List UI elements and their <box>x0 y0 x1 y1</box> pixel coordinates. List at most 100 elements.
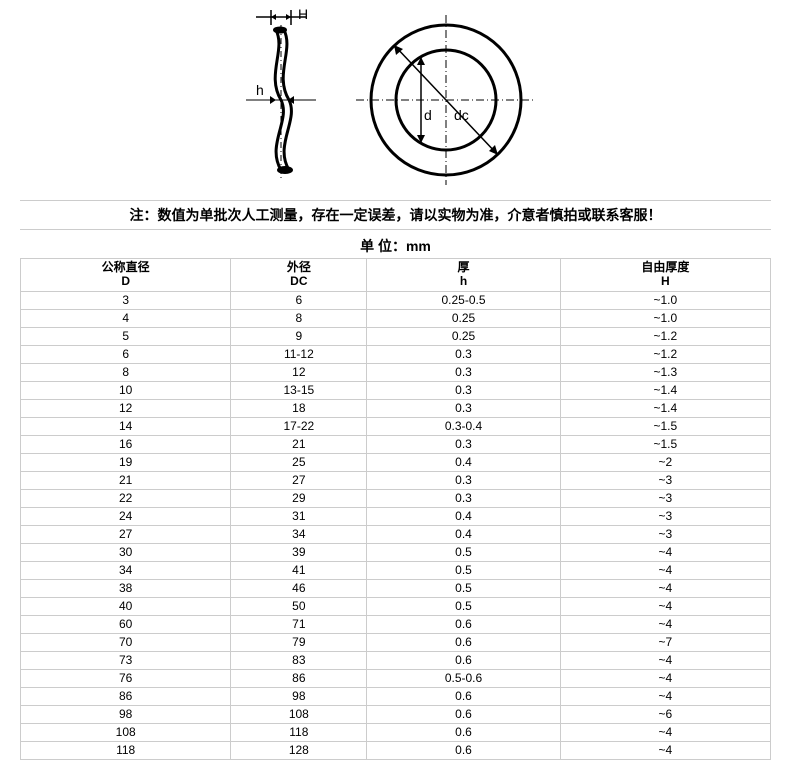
cell-D: 40 <box>21 597 231 615</box>
cell-D: 98 <box>21 705 231 723</box>
cell-DC: 83 <box>231 651 367 669</box>
cell-DC: 39 <box>231 543 367 561</box>
cell-D: 60 <box>21 615 231 633</box>
cell-h: 0.25 <box>367 327 560 345</box>
table-row: 16210.3~1.5 <box>21 435 771 453</box>
table-row: 21270.3~3 <box>21 471 771 489</box>
cell-D: 27 <box>21 525 231 543</box>
cell-D: 6 <box>21 345 231 363</box>
cell-h: 0.5 <box>367 561 560 579</box>
table-row: 38460.5~4 <box>21 579 771 597</box>
cell-H: ~1.4 <box>560 399 770 417</box>
cell-H: ~1.2 <box>560 327 770 345</box>
table-row: 590.25~1.2 <box>21 327 771 345</box>
table-row: 34410.5~4 <box>21 561 771 579</box>
cell-H: ~2 <box>560 453 770 471</box>
table-row: 27340.4~3 <box>21 525 771 543</box>
cell-D: 30 <box>21 543 231 561</box>
cell-H: ~7 <box>560 633 770 651</box>
table-body: 360.25-0.5~1.0480.25~1.0590.25~1.2611-12… <box>21 291 771 759</box>
table-row: 24310.4~3 <box>21 507 771 525</box>
cell-D: 3 <box>21 291 231 309</box>
cell-D: 34 <box>21 561 231 579</box>
cell-h: 0.6 <box>367 651 560 669</box>
cell-H: ~3 <box>560 507 770 525</box>
cell-h: 0.4 <box>367 507 560 525</box>
cell-DC: 17-22 <box>231 417 367 435</box>
cell-h: 0.4 <box>367 525 560 543</box>
cell-H: ~4 <box>560 597 770 615</box>
cell-D: 24 <box>21 507 231 525</box>
cell-H: ~1.0 <box>560 309 770 327</box>
cell-H: ~4 <box>560 543 770 561</box>
cell-h: 0.3 <box>367 363 560 381</box>
cell-h: 0.3 <box>367 399 560 417</box>
cell-H: ~1.5 <box>560 417 770 435</box>
cell-h: 0.3 <box>367 345 560 363</box>
col-header-h: 厚 h <box>367 259 560 292</box>
col-header-D: 公称直径 D <box>21 259 231 292</box>
cell-D: 14 <box>21 417 231 435</box>
cell-DC: 41 <box>231 561 367 579</box>
cell-DC: 79 <box>231 633 367 651</box>
table-row: 8120.3~1.3 <box>21 363 771 381</box>
cell-H: ~1.2 <box>560 345 770 363</box>
cell-D: 16 <box>21 435 231 453</box>
cell-DC: 9 <box>231 327 367 345</box>
table-row: 60710.6~4 <box>21 615 771 633</box>
cell-DC: 21 <box>231 435 367 453</box>
cell-h: 0.25-0.5 <box>367 291 560 309</box>
table-row: 30390.5~4 <box>21 543 771 561</box>
table-row: 86980.6~4 <box>21 687 771 705</box>
cell-D: 38 <box>21 579 231 597</box>
cell-D: 8 <box>21 363 231 381</box>
label-dc: dc <box>454 107 469 123</box>
cell-DC: 128 <box>231 741 367 759</box>
cell-DC: 108 <box>231 705 367 723</box>
cell-DC: 13-15 <box>231 381 367 399</box>
cell-DC: 12 <box>231 363 367 381</box>
cell-H: ~3 <box>560 489 770 507</box>
diagram-area: H h d <box>0 0 791 200</box>
cell-h: 0.5 <box>367 579 560 597</box>
cell-DC: 18 <box>231 399 367 417</box>
cell-h: 0.5 <box>367 597 560 615</box>
cell-h: 0.6 <box>367 615 560 633</box>
cell-DC: 27 <box>231 471 367 489</box>
cell-D: 108 <box>21 723 231 741</box>
cell-h: 0.25 <box>367 309 560 327</box>
cell-D: 86 <box>21 687 231 705</box>
cell-D: 5 <box>21 327 231 345</box>
cell-H: ~1.4 <box>560 381 770 399</box>
cell-D: 12 <box>21 399 231 417</box>
cell-h: 0.6 <box>367 633 560 651</box>
table-row: 22290.3~3 <box>21 489 771 507</box>
cell-DC: 86 <box>231 669 367 687</box>
cell-D: 10 <box>21 381 231 399</box>
cell-H: ~1.0 <box>560 291 770 309</box>
cell-H: ~4 <box>560 615 770 633</box>
cell-H: ~4 <box>560 651 770 669</box>
cell-D: 4 <box>21 309 231 327</box>
cell-D: 118 <box>21 741 231 759</box>
cell-D: 21 <box>21 471 231 489</box>
cell-h: 0.6 <box>367 741 560 759</box>
label-d: d <box>424 107 432 123</box>
cell-h: 0.5-0.6 <box>367 669 560 687</box>
cell-h: 0.3 <box>367 435 560 453</box>
table-header: 公称直径 D 外径 DC 厚 h 自由厚度 H <box>21 259 771 292</box>
cell-H: ~4 <box>560 669 770 687</box>
cell-h: 0.3 <box>367 381 560 399</box>
table-row: 19250.4~2 <box>21 453 771 471</box>
table-row: 1417-220.3-0.4~1.5 <box>21 417 771 435</box>
cell-h: 0.3 <box>367 489 560 507</box>
cell-H: ~4 <box>560 723 770 741</box>
table-row: 70790.6~7 <box>21 633 771 651</box>
cell-DC: 98 <box>231 687 367 705</box>
cell-D: 22 <box>21 489 231 507</box>
table-row: 40500.5~4 <box>21 597 771 615</box>
table-row: 12180.3~1.4 <box>21 399 771 417</box>
table-row: 76860.5-0.6~4 <box>21 669 771 687</box>
cell-h: 0.6 <box>367 687 560 705</box>
cell-DC: 8 <box>231 309 367 327</box>
